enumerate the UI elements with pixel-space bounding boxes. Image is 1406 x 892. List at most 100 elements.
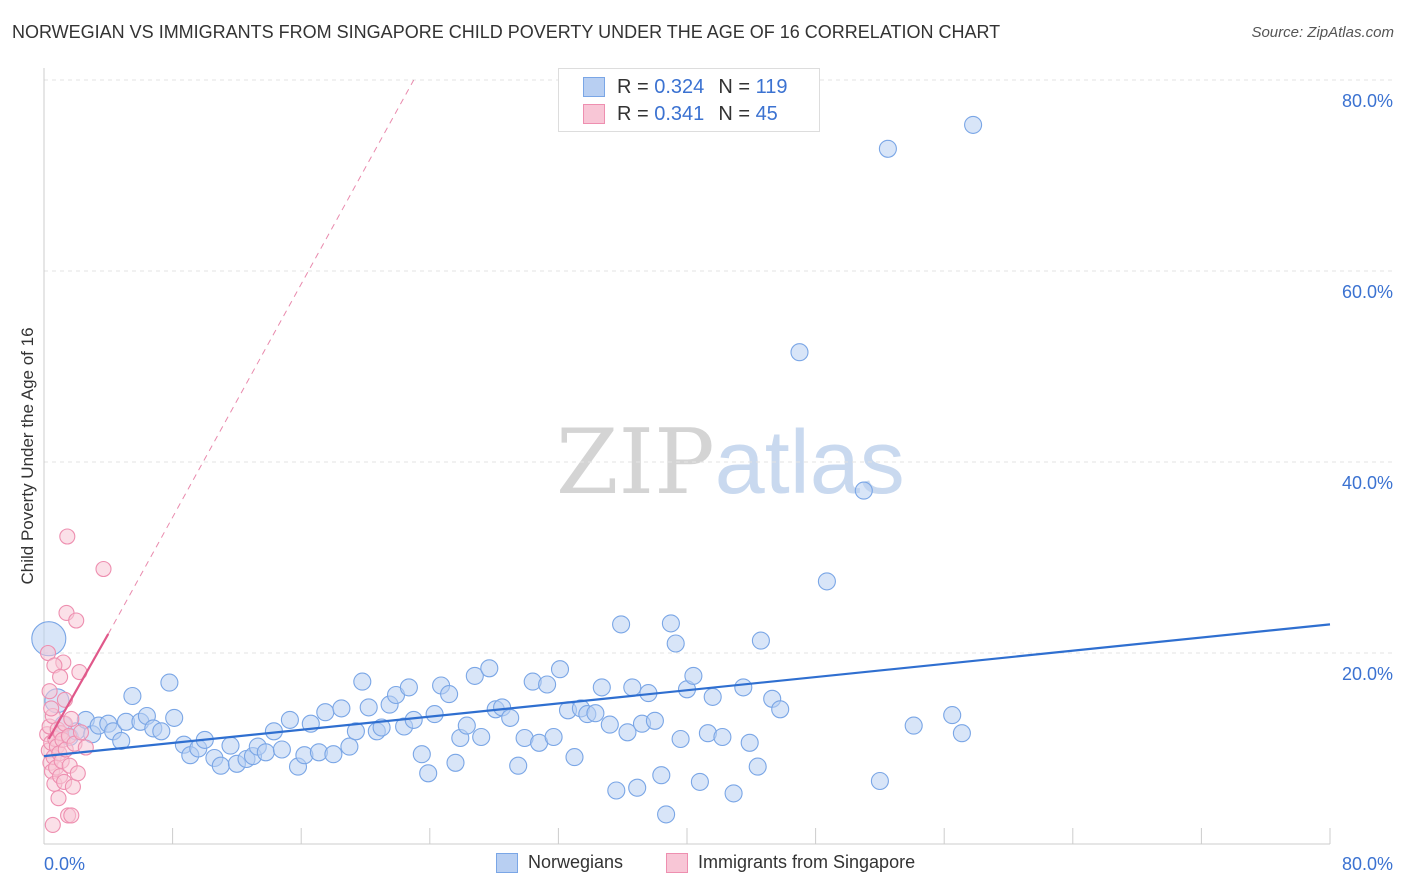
data-point	[256, 743, 275, 762]
legend-item-singapore[interactable]: Immigrants from Singapore	[666, 852, 915, 873]
y-tick-label: 60.0%	[1342, 282, 1393, 302]
data-point	[324, 745, 343, 764]
r-value: 0.341	[654, 102, 705, 125]
data-point	[472, 727, 491, 747]
data-point	[52, 668, 69, 685]
data-point	[607, 781, 626, 800]
data-point	[112, 731, 131, 750]
data-point	[41, 683, 58, 700]
x-tick-label: 0.0%	[44, 854, 85, 874]
legend-swatch-singapore	[666, 852, 688, 873]
data-point	[623, 678, 642, 697]
data-point	[63, 807, 80, 824]
zipatlas-watermark: ZIPatlas	[556, 410, 905, 515]
data-point	[600, 715, 619, 734]
data-point	[657, 805, 676, 824]
tick-labels: 20.0% 40.0% 60.0% 80.0% 0.0% 80.0%	[44, 91, 1393, 874]
data-point	[160, 673, 179, 692]
data-point	[740, 733, 759, 752]
data-point	[316, 703, 335, 722]
data-point	[652, 766, 671, 785]
singapore-swatch	[583, 104, 605, 124]
n-value: 119	[755, 75, 788, 98]
data-point	[586, 704, 605, 723]
legend-label: Immigrants from Singapore	[698, 852, 916, 872]
stats-row-norwegians: R = 0.324 N = 119	[583, 74, 787, 100]
data-point	[748, 757, 767, 776]
data-point	[592, 678, 611, 697]
data-point	[628, 778, 647, 797]
data-point	[645, 711, 664, 730]
trend-lines	[43, 79, 1331, 758]
data-point	[280, 710, 299, 729]
data-point	[538, 675, 557, 694]
data-point	[952, 724, 971, 743]
data-point	[95, 560, 112, 578]
x-tick-label: 80.0%	[1342, 854, 1393, 874]
data-point	[221, 736, 240, 755]
trend-line-extension	[107, 79, 415, 635]
data-point	[465, 666, 484, 685]
data-point	[703, 687, 722, 706]
data-point	[68, 612, 85, 629]
data-point	[346, 722, 365, 741]
data-point	[904, 716, 923, 735]
data-point	[372, 718, 391, 737]
data-point	[440, 685, 459, 704]
data-point	[340, 737, 359, 756]
data-point	[457, 716, 476, 735]
r-label: R =	[617, 102, 649, 125]
data-point	[72, 724, 90, 741]
legend-label: Norwegians	[528, 852, 624, 872]
data-point	[964, 115, 983, 134]
data-point	[734, 678, 753, 697]
norwegians-swatch	[583, 77, 605, 97]
data-point	[550, 660, 570, 679]
data-point	[59, 528, 76, 545]
data-point	[661, 614, 680, 633]
data-points	[31, 115, 983, 833]
data-point	[399, 678, 418, 697]
data-point	[412, 745, 431, 764]
data-point	[63, 710, 80, 727]
y-axis-label: Child Poverty Under the Age of 16	[18, 327, 37, 585]
legend: Norwegians Immigrants from Singapore	[0, 852, 1406, 878]
data-point	[165, 708, 184, 727]
data-point	[43, 700, 60, 717]
data-point	[544, 727, 563, 747]
data-point	[332, 699, 351, 718]
data-point	[50, 790, 67, 807]
data-point	[870, 771, 889, 791]
data-point	[713, 727, 732, 747]
source-label: Source: ZipAtlas.com	[1251, 24, 1394, 41]
legend-swatch-norwegians	[496, 852, 518, 873]
data-point	[618, 723, 637, 742]
r-label: R =	[617, 75, 649, 98]
data-point	[666, 634, 685, 653]
data-point	[724, 784, 743, 803]
data-point	[943, 706, 962, 725]
data-point	[771, 700, 790, 719]
legend-item-norwegians[interactable]: Norwegians	[496, 852, 623, 873]
data-point	[39, 644, 57, 662]
data-point	[509, 756, 528, 775]
chart-title: NORWEGIAN VS IMMIGRANTS FROM SINGAPORE C…	[12, 22, 1001, 42]
data-point	[565, 748, 584, 767]
data-point	[817, 572, 836, 591]
y-tick-label: 20.0%	[1342, 664, 1393, 684]
trend-line-norwegians	[43, 623, 1331, 758]
data-point	[353, 672, 372, 691]
data-point	[790, 343, 809, 362]
data-point	[690, 772, 709, 791]
data-point	[854, 481, 873, 500]
data-point	[878, 139, 897, 158]
series-norwegians	[31, 115, 983, 824]
data-point	[123, 686, 142, 706]
data-point	[359, 698, 378, 717]
y-tick-label: 80.0%	[1342, 91, 1393, 111]
data-point	[684, 666, 703, 685]
series-singapore	[39, 528, 112, 833]
data-point	[44, 816, 61, 833]
stats-box: R = 0.324 N = 119 R = 0.341 N = 45	[558, 68, 820, 132]
